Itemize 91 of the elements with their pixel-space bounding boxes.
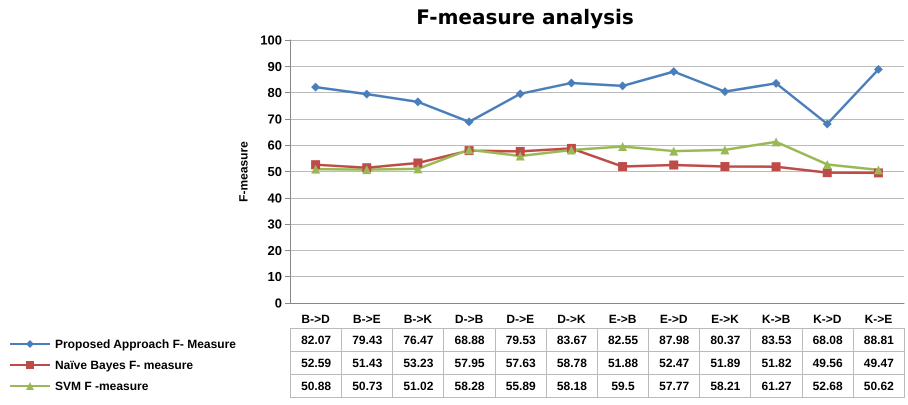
point (618, 142, 628, 152)
data-label: 68.88 (444, 328, 496, 352)
data-label: 58.28 (444, 374, 496, 398)
point (720, 162, 730, 172)
data-label: 79.43 (342, 328, 393, 352)
point (362, 90, 372, 99)
legend-label: SVM F -measure (55, 379, 149, 393)
data-label: 55.89 (495, 374, 546, 398)
data-label: 52.59 (290, 352, 342, 374)
y-tick-label: 60 (268, 138, 282, 153)
data-label: 51.82 (750, 352, 802, 374)
data-label: 57.95 (444, 352, 496, 374)
data-label: 51.89 (700, 352, 751, 374)
data-label: 68.08 (802, 328, 854, 352)
data-label: 50.88 (290, 374, 342, 398)
point (874, 64, 883, 74)
data-label: 51.43 (342, 352, 393, 374)
point (822, 160, 832, 169)
point (874, 165, 883, 174)
data-label: 51.88 (597, 352, 649, 374)
y-tick-label: 10 (268, 269, 282, 284)
point (413, 97, 422, 106)
x-tick-label: E->D (660, 312, 688, 326)
x-tick-label: B->K (404, 312, 432, 326)
y-tick-label: 100 (260, 32, 282, 48)
data-label: 58.18 (546, 374, 598, 398)
y-tick-label: 80 (268, 85, 282, 100)
data-label: 58.78 (546, 352, 598, 374)
point (618, 81, 628, 90)
data-label: 61.27 (750, 374, 802, 398)
x-tick-label: K->E (864, 312, 892, 326)
data-label: 83.67 (546, 328, 598, 352)
x-tick-label: D->K (557, 312, 586, 326)
data-label: 88.81 (853, 328, 904, 352)
y-tick-label: 70 (268, 111, 282, 126)
y-tick-label: 50 (268, 164, 282, 179)
x-tick-label: B->E (352, 312, 381, 326)
x-tick-label: E->B (608, 312, 637, 326)
point (516, 152, 525, 161)
x-tick-label: B->D (301, 312, 330, 326)
point (772, 137, 781, 146)
data-label: 51.02 (392, 374, 444, 398)
point (720, 87, 730, 96)
point (669, 146, 678, 156)
data-label: 50.62 (853, 374, 904, 398)
point (566, 78, 576, 88)
data-label: 82.55 (597, 328, 649, 352)
data-label: 53.23 (392, 352, 444, 374)
point (618, 162, 628, 172)
x-tick-label: D->E (506, 312, 534, 326)
y-tick-label: 30 (268, 216, 282, 232)
point (669, 160, 678, 170)
point (311, 82, 320, 92)
data-label: 49.47 (853, 352, 904, 374)
point (669, 67, 678, 76)
data-label: 57.77 (648, 374, 700, 398)
point (822, 119, 832, 128)
point (516, 89, 525, 98)
data-label: 52.47 (648, 352, 700, 374)
x-tick-label: K->B (762, 312, 791, 326)
chart-title: F-measure analysis (416, 5, 634, 29)
data-label: 52.68 (802, 374, 854, 398)
data-label: 82.07 (290, 328, 342, 352)
x-tick-label: D->B (454, 312, 484, 326)
data-label: 76.47 (392, 328, 444, 352)
point (413, 158, 422, 168)
data-label: 50.73 (342, 374, 393, 398)
point (720, 145, 730, 154)
y-tick-label: 90 (268, 58, 282, 74)
point (772, 78, 781, 88)
y-tick-label: 40 (268, 190, 282, 206)
legend-label: Naïve Bayes F- measure (55, 358, 194, 372)
point (822, 168, 832, 178)
point (413, 164, 422, 174)
point (311, 164, 320, 174)
x-tick-label: K->D (813, 312, 842, 326)
data-label: 87.98 (648, 328, 700, 352)
y-tick-label: 20 (268, 242, 282, 258)
data-label: 58.21 (700, 374, 751, 398)
legend-label: Proposed Approach F- Measure (55, 337, 236, 351)
data-label: 57.63 (495, 352, 546, 374)
x-tick-label: E->K (711, 312, 740, 326)
data-label: 83.53 (750, 328, 802, 352)
data-label: 79.53 (495, 328, 546, 352)
data-label: 49.56 (802, 352, 854, 374)
data-label: 80.37 (700, 328, 751, 352)
y-tick-label: 0 (274, 296, 282, 310)
y-axis-title: F-measure (236, 140, 250, 202)
data-label: 59.5 (597, 374, 649, 398)
point (772, 162, 781, 172)
point (464, 117, 474, 126)
